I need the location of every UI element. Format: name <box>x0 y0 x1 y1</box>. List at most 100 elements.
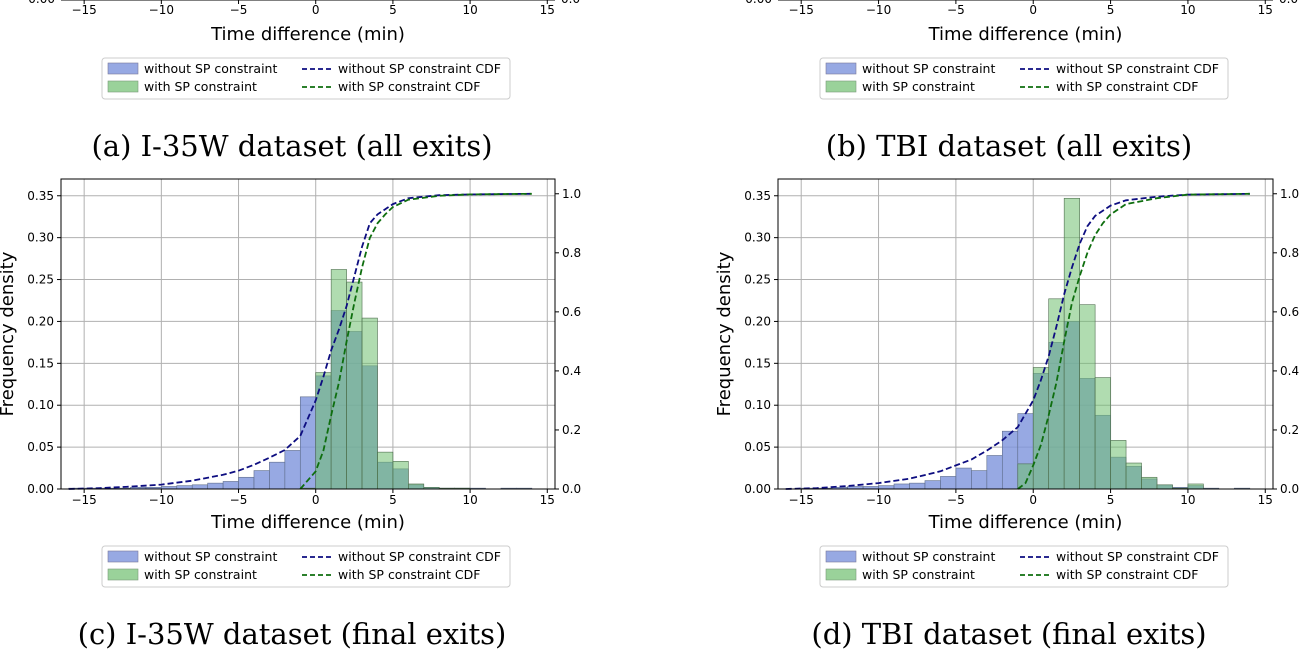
legend-label-without: without SP constraint <box>862 61 995 76</box>
legend-label-without-cdf: without SP constraint CDF <box>1056 61 1219 76</box>
y-axis-label: Frequency density <box>0 251 18 416</box>
legend-swatch-with <box>107 80 139 93</box>
y-tick-label: 0.00 <box>28 0 55 6</box>
bar-with-sp <box>1187 483 1204 490</box>
y2-tick-label: 1.0 <box>562 187 581 201</box>
bar-without-sp <box>986 455 1003 490</box>
legend-swatch-with <box>825 80 857 93</box>
y-tick-label: 0.00 <box>745 0 772 6</box>
legend-label-without-cdf: without SP constraint CDF <box>1056 549 1219 564</box>
bar-without-sp <box>222 481 239 490</box>
x-tick-label: 5 <box>389 493 397 507</box>
y-tick-label: 0.15 <box>27 356 54 370</box>
x-tick-label: 10 <box>1180 3 1195 17</box>
panel-d: −15 −10 −5 0 5 10 15 0.00 0.05 0.10 0.15 0.20 0.25 0.… <box>714 178 1299 650</box>
legend-swatch-without <box>825 550 857 563</box>
y-tick-label: 0.20 <box>27 314 54 328</box>
legend-label-without: without SP constraint <box>144 549 277 564</box>
legend-swatch-without <box>107 62 139 75</box>
caption: (d) TBI dataset (final exits) <box>811 617 1206 650</box>
legend-frame <box>101 545 511 588</box>
y2-tick-label: 0.6 <box>562 305 581 319</box>
bar-with-sp <box>1110 440 1127 490</box>
y2-tick-label: 0.0 <box>1279 0 1298 6</box>
x-tick-label: −5 <box>947 493 965 507</box>
legend: without SP constraint with SP constraint w… <box>101 57 511 100</box>
x-tick-label: −15 <box>789 3 814 17</box>
x-tick-label: 0 <box>312 493 320 507</box>
legend-label-with-cdf: with SP constraint CDF <box>1056 79 1198 94</box>
legend-label-with-cdf: with SP constraint CDF <box>338 567 480 582</box>
bar-with-sp <box>1063 197 1080 490</box>
legend: without SP constraint with SP constraint w… <box>819 545 1229 588</box>
panel-a: −15 −10 −5 0 5 10 15 0.00 0.0 Time difference (mi… <box>28 0 580 163</box>
x-tick-label: −10 <box>866 493 891 507</box>
legend-label-with: with SP constraint <box>144 79 257 94</box>
bar-with-sp <box>361 317 378 490</box>
legend-frame <box>819 545 1229 588</box>
plot-frame <box>60 178 556 490</box>
cdf-line-without-sp <box>785 192 1250 490</box>
bar-without-sp <box>253 470 270 490</box>
y-tick-label: 0.30 <box>27 231 54 245</box>
x-axis-label: Time difference (min) <box>210 24 405 45</box>
bar-without-sp <box>940 476 957 490</box>
y2-tick-label: 0.8 <box>1280 246 1299 260</box>
x-tick-label: 0 <box>1029 493 1037 507</box>
x-tick-label: −5 <box>230 3 248 17</box>
bar-with-sp <box>1079 304 1096 490</box>
legend: without SP constraint with SP constraint w… <box>101 545 511 588</box>
y-axis-label: Frequency density <box>714 251 735 416</box>
y-tick-label: 0.25 <box>27 273 54 287</box>
x-tick-label: 5 <box>389 3 397 17</box>
bar-without-sp <box>909 482 926 490</box>
bar-without-sp <box>176 485 193 490</box>
cdf-line-without-sp <box>68 192 532 490</box>
legend-swatch-with <box>107 568 139 581</box>
x-tick-label: 5 <box>1107 3 1115 17</box>
caption: (a) I-35W dataset (all exits) <box>91 129 492 163</box>
bar-with-sp <box>1141 476 1158 490</box>
caption: (c) I-35W dataset (final exits) <box>78 617 507 650</box>
y-tick-label: 0.35 <box>744 189 771 203</box>
legend-swatch-with <box>825 568 857 581</box>
y-tick-label: 0.10 <box>744 398 771 412</box>
bar-without-sp <box>284 450 301 490</box>
bar-with-sp <box>392 461 409 490</box>
x-tick-label: 5 <box>1107 493 1115 507</box>
y2-tick-label: 1.0 <box>1280 187 1299 201</box>
legend-label-without: without SP constraint <box>862 549 995 564</box>
x-axis-label: Time difference (min) <box>210 512 405 533</box>
y2-tick-label: 0.2 <box>562 423 581 437</box>
y-tick-label: 0.15 <box>744 356 771 370</box>
x-tick-label: 10 <box>1180 493 1195 507</box>
legend-label-with: with SP constraint <box>862 567 975 582</box>
x-tick-label: −10 <box>866 3 891 17</box>
y-tick-label: 0.00 <box>27 482 54 496</box>
y2-tick-label: 0.0 <box>561 0 580 6</box>
bar-without-sp <box>955 467 972 490</box>
legend-swatch-without <box>825 62 857 75</box>
cdf-line-with-sp <box>299 192 532 490</box>
bar-without-sp <box>269 461 286 490</box>
bar-without-sp <box>1001 430 1019 490</box>
caption: (b) TBI dataset (all exits) <box>826 129 1192 163</box>
legend-label-without-cdf: without SP constraint CDF <box>338 61 501 76</box>
panel-b: −15 −10 −5 0 5 10 15 0.00 0.0 Time difference (mi… <box>745 0 1298 163</box>
x-axis-label: Time difference (min) <box>928 24 1123 45</box>
legend-label-without: without SP constraint <box>144 61 277 76</box>
legend-frame <box>101 57 511 100</box>
y-tick-label: 0.05 <box>744 440 771 454</box>
y2-tick-label: 0.4 <box>1280 364 1299 378</box>
x-tick-label: −5 <box>947 3 965 17</box>
x-tick-label: 0 <box>1029 3 1037 17</box>
y-tick-label: 0.35 <box>27 189 54 203</box>
legend-swatch-without <box>107 550 139 563</box>
x-axis-label: Time difference (min) <box>928 512 1123 533</box>
bar-with-sp <box>1094 377 1111 490</box>
legend-label-with-cdf: with SP constraint CDF <box>1056 567 1198 582</box>
y2-tick-label: 0.8 <box>562 246 581 260</box>
y-tick-label: 0.20 <box>744 314 771 328</box>
legend: without SP constraint with SP constraint w… <box>819 57 1229 100</box>
legend-label-without-cdf: without SP constraint CDF <box>338 549 501 564</box>
